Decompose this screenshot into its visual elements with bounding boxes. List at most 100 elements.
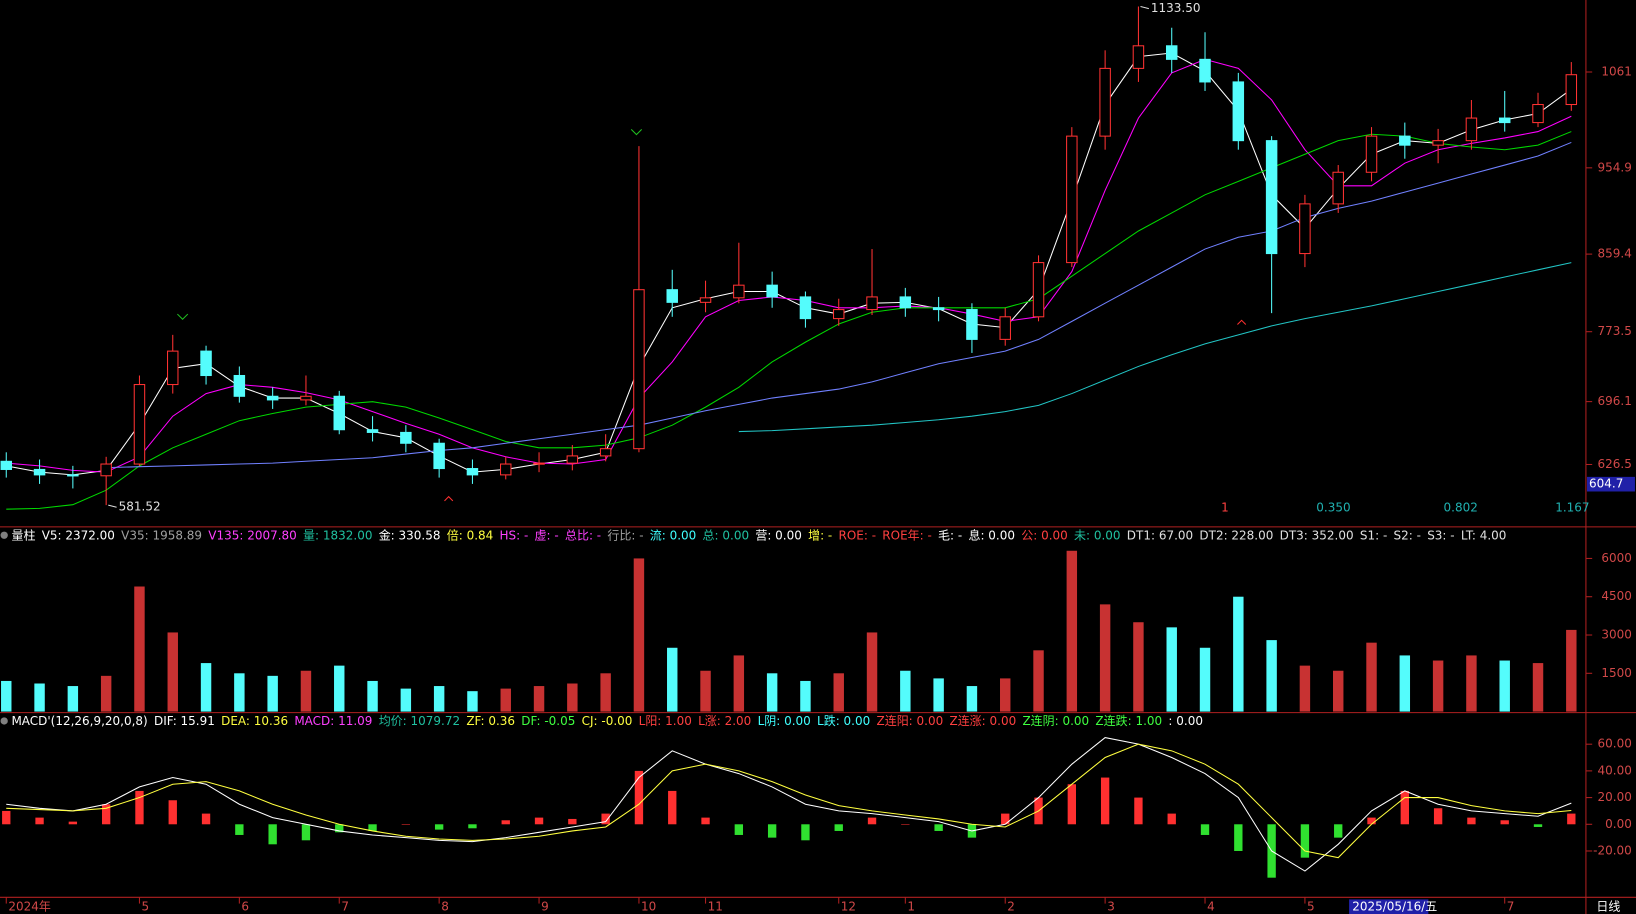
indicator-value: 增: - (808, 528, 832, 542)
volume-bar (34, 683, 45, 712)
candle-body (1332, 171, 1344, 205)
candle-body (33, 468, 46, 476)
indicator-value: L阴: 0.00 (758, 713, 811, 727)
dea-line (6, 743, 1572, 859)
moving-average-line (6, 58, 1572, 473)
indicator-value: CJ: -0.00 (582, 713, 633, 727)
indicator-value: L阳: 1.00 (639, 713, 692, 727)
candle-body (599, 448, 612, 457)
candle-body (899, 296, 912, 309)
candle-body (1465, 117, 1478, 142)
max-label: 1133.50 (1151, 1, 1201, 15)
indicator-value: Z连跌: 1.00 (1095, 712, 1162, 727)
candle-body (1432, 140, 1444, 146)
x-tick-label: 1 (907, 900, 915, 914)
macd-bar (68, 821, 78, 825)
indicator-value: Z连阳: 0.00 (877, 712, 944, 727)
indicator-value: ROE: - (839, 528, 877, 542)
candle-body (1066, 135, 1078, 264)
macd-bar (1001, 813, 1010, 825)
macd-bar (1533, 824, 1543, 827)
macd-bar (235, 824, 244, 835)
indicator-value: 息: 0.00 (968, 527, 1015, 542)
volume-bar (200, 663, 212, 712)
cursor-price: 604.7 (1589, 477, 1623, 491)
volume-bar (234, 673, 245, 712)
volume-bar (633, 558, 645, 712)
indicator-value: 虚: - (535, 528, 559, 542)
macd-bar (1433, 808, 1443, 825)
candle-body (999, 316, 1011, 340)
candle-body (1299, 203, 1311, 255)
x-tick-label: 6 (241, 900, 249, 914)
volume-bar (300, 670, 312, 712)
ratio-marker: 0.350 (1316, 501, 1350, 515)
trough-marker (444, 495, 454, 502)
peak-marker (630, 129, 643, 136)
indicator-value: DF: -0.05 (521, 713, 575, 727)
macd-bar (1300, 824, 1310, 858)
volume-bar (1233, 596, 1244, 712)
candle-body (1399, 135, 1411, 146)
volume-bar (1, 680, 12, 712)
candle-body (167, 350, 179, 386)
volume-bar (933, 678, 944, 712)
indicator-value: 毛: - (938, 528, 962, 542)
cursor-date-box (1349, 899, 1429, 914)
indicator-value: MACD: 11.09 (294, 713, 372, 727)
candle-body (1565, 74, 1578, 106)
candle-body (67, 474, 79, 477)
max-pointer (1140, 5, 1149, 10)
candle-body (300, 395, 312, 401)
macd-bar (934, 824, 943, 831)
y-tick-label: 6000 (1601, 551, 1631, 565)
macd-bar (1500, 820, 1509, 825)
volume-bar (334, 665, 345, 712)
candle-body (566, 455, 579, 464)
indicator-value: S1: - (1360, 528, 1387, 542)
indicator-value: ROE年: - (882, 528, 931, 542)
indicator-value: 行比: - (607, 528, 643, 542)
candle-body (200, 350, 212, 377)
macd-bar (734, 824, 744, 835)
candle-body (832, 309, 845, 320)
min-pointer (108, 504, 117, 508)
candle-body (1165, 45, 1178, 60)
indicator-value: HS: - (500, 528, 529, 542)
indicator-value: 倍: 0.84 (447, 527, 494, 542)
volume-bar (1199, 647, 1211, 712)
macd-bar (335, 824, 344, 833)
macd-bar (801, 824, 810, 841)
indicator-value: 未: 0.00 (1074, 528, 1121, 542)
indicator-value: 金: 330.58 (379, 527, 441, 542)
macd-bar (35, 817, 44, 825)
macd-bar (1567, 813, 1576, 825)
candle-body (266, 395, 279, 401)
volume-bar (433, 686, 445, 712)
volume-bar (966, 686, 978, 712)
candle-body (366, 429, 379, 433)
indicator-value: V35: 1958.89 (121, 528, 202, 542)
macd-bar (901, 824, 910, 825)
macd-bar (1067, 784, 1077, 825)
cursor-date: 2025/05/16/五 (1352, 900, 1437, 914)
indicator-value: V135: 2007.80 (208, 528, 296, 542)
volume-bar (1499, 660, 1510, 712)
candle-body (1099, 67, 1111, 137)
indicator-value: LT: 4.00 (1461, 528, 1507, 542)
moving-average-line (738, 262, 1572, 433)
indicator-value: 量: 1832.00 (303, 528, 372, 542)
indicator-value: V5: 2372.00 (42, 528, 115, 542)
moving-average-line (6, 131, 1572, 510)
y-tick-label: 626.5 (1598, 457, 1632, 471)
candle-body (633, 289, 645, 450)
ratio-marker: 1 (1221, 501, 1229, 515)
macd-bar (168, 800, 177, 825)
candle-body (433, 442, 445, 470)
macd-bar (1234, 824, 1243, 851)
macd-bar (1167, 813, 1176, 825)
indicator-value: DT3: 352.00 (1280, 528, 1354, 542)
macd-bar (135, 790, 144, 825)
volume-bar (1033, 650, 1044, 712)
cursor-price-box (1586, 476, 1635, 492)
